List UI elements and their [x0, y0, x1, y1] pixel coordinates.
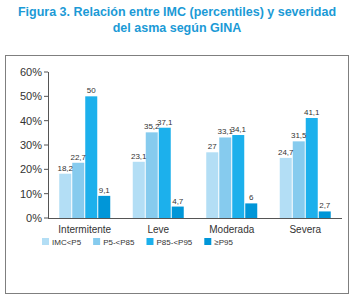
legend-swatch — [93, 238, 100, 245]
data-label: 41,1 — [304, 108, 320, 117]
bar — [133, 162, 145, 218]
data-label: 34,1 — [230, 125, 246, 134]
data-label: 50 — [87, 86, 96, 95]
legend-label: P85-<P95 — [156, 238, 192, 247]
bar — [159, 128, 171, 218]
category-label: Leve — [147, 224, 169, 235]
data-label: 6 — [249, 193, 254, 202]
y-tick-label: 40% — [20, 115, 42, 127]
chart-title: Figura 3. Relación entre IMC (percentile… — [17, 4, 337, 36]
data-label: 23,1 — [131, 152, 147, 161]
bar — [59, 174, 71, 218]
data-label: 24,7 — [278, 148, 294, 157]
y-tick — [44, 145, 48, 146]
y-tick — [44, 169, 48, 170]
category-label: Intermitente — [58, 224, 111, 235]
data-label: 18,2 — [57, 164, 73, 173]
y-tick — [44, 120, 48, 121]
bar — [85, 96, 97, 218]
y-tick-label: 50% — [20, 90, 42, 102]
y-tick-label: 0% — [26, 212, 42, 224]
data-label: 4,7 — [172, 197, 184, 206]
data-label: 27 — [208, 142, 217, 151]
legend-swatch — [146, 238, 153, 245]
bar — [232, 135, 244, 218]
bar — [245, 203, 257, 218]
data-label: 9,1 — [99, 186, 111, 195]
chart-svg: 0%10%20%30%40%50%60%18,222,7509,123,135,… — [0, 0, 354, 298]
y-tick — [44, 193, 48, 194]
data-label: 31,5 — [291, 131, 307, 140]
y-tick-label: 30% — [20, 139, 42, 151]
bars — [59, 96, 331, 218]
y-tick-label: 60% — [20, 66, 42, 78]
legend-swatch — [42, 238, 49, 245]
data-label: 2,7 — [319, 201, 331, 210]
bar — [172, 207, 184, 218]
category-label: Moderada — [209, 224, 254, 235]
bar — [219, 137, 231, 218]
x-axis — [48, 218, 342, 219]
bar — [306, 118, 318, 218]
legend-label: P5-<P85 — [103, 238, 135, 247]
bar — [280, 158, 292, 218]
bar — [72, 163, 84, 218]
legend-swatch — [204, 238, 211, 245]
data-labels: 18,222,7509,123,135,237,14,72733,134,162… — [57, 86, 330, 210]
bar — [206, 152, 218, 218]
bar — [146, 132, 158, 218]
y-axis — [48, 72, 49, 218]
y-tick-label: 20% — [20, 163, 42, 175]
y-tick-label: 10% — [20, 188, 42, 200]
bar — [319, 211, 331, 218]
legend: IMC<P5 P5-<P85 P85-<P95 ≥P95 — [42, 238, 233, 247]
category-label: Severa — [289, 224, 321, 235]
y-tick — [44, 96, 48, 97]
data-label: 37,1 — [157, 118, 173, 127]
legend-label: IMC<P5 — [52, 238, 82, 247]
bar — [98, 196, 110, 218]
y-tick — [44, 218, 48, 219]
bar — [293, 141, 305, 218]
y-tick — [44, 72, 48, 73]
data-label: 22,7 — [70, 153, 86, 162]
chart-frame — [6, 56, 349, 294]
legend-label: ≥P95 — [214, 238, 233, 247]
